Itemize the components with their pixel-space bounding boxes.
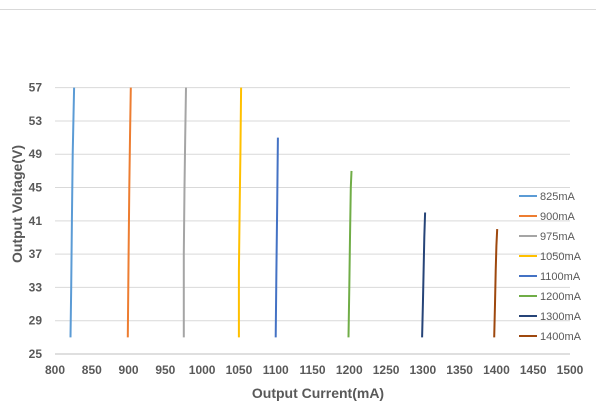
legend-label: 825mA [540,191,576,203]
legend: 825mA 900mA 975mA 1050mA 1100mA 1200mA 1300mA 1… [519,191,582,343]
y-tick-label: 33 [29,280,43,294]
x-tick-label: 950 [155,363,175,377]
y-tick-label: 53 [29,114,43,128]
x-tick-label: 1300 [410,363,437,377]
x-axis-ticks: 800 850 900 950 1000 1050 1100 1150 1200 1250 1300… [45,363,584,377]
x-tick-label: 1150 [299,363,325,377]
y-tick-label: 29 [29,314,43,328]
series-lines [69,87,499,338]
series-line-975mA [182,87,187,338]
x-tick-label: 1500 [557,363,584,377]
x-tick-label: 1000 [189,363,216,377]
series-line-1100mA [274,137,279,338]
x-tick-label: 1050 [226,363,253,377]
top-divider [0,9,596,10]
x-tick-label: 1200 [336,363,363,377]
series-line-1300mA [421,212,427,338]
x-axis-title: Output Current(mA) [252,385,384,401]
series-line-900mA [126,87,132,338]
x-tick-label: 900 [119,363,139,377]
x-tick-label: 1400 [483,363,510,377]
legend-label: 1300mA [540,311,582,323]
series-line-1050mA [237,87,243,338]
y-axis-ticks: 25 29 33 37 41 45 49 53 57 [29,81,43,361]
x-tick-label: 800 [45,363,65,377]
y-tick-label: 57 [29,81,43,95]
x-tick-label: 1350 [446,363,473,377]
series-line-1200mA [347,170,353,338]
legend-label: 1050mA [540,251,582,263]
y-axis-title: Output Voltage(V) [9,145,25,263]
series-line-825mA [69,87,76,338]
x-tick-label: 850 [82,363,102,377]
y-tick-label: 49 [29,147,43,161]
x-tick-label: 1450 [520,363,547,377]
x-tick-label: 1250 [373,363,400,377]
y-tick-label: 37 [29,247,43,261]
legend-label: 900mA [540,211,576,223]
y-tick-label: 45 [29,181,43,195]
series-line-1400mA [493,229,499,338]
y-tick-label: 25 [29,347,43,361]
gridlines [55,87,570,322]
legend-label: 1200mA [540,291,582,303]
x-tick-label: 1100 [263,363,289,377]
legend-label: 975mA [540,231,576,243]
legend-label: 1100mA [540,271,581,283]
y-tick-label: 41 [29,214,43,228]
legend-label: 1400mA [540,331,582,343]
